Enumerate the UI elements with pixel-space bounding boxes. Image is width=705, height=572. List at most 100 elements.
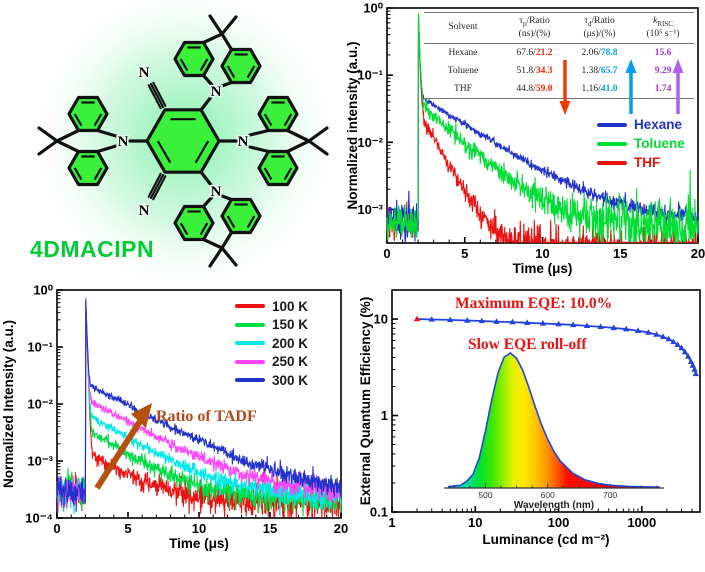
legend-item-300k: 300 K — [235, 371, 308, 390]
y-tick-label: 10⁰ — [363, 1, 383, 16]
x-axis-label: Time (μs) — [513, 261, 573, 276]
legend-label: 250 K — [272, 354, 309, 370]
eqe-marker — [645, 329, 652, 335]
benzene-ring — [145, 108, 221, 174]
x-axis-label: Time (μs) — [169, 536, 229, 551]
y-axis-label: Normalized Intensity (a.u.) — [1, 320, 16, 488]
table-cell-solvent: Toluene — [447, 65, 479, 76]
eqe-marker — [447, 316, 454, 323]
inset-tick-label: 500 — [478, 490, 492, 500]
y-tick-label: 10⁰ — [33, 283, 53, 298]
eqe-marker — [509, 318, 516, 325]
legend-label: Hexane — [634, 117, 683, 132]
eqe-marker — [692, 370, 699, 377]
eqe-marker — [413, 315, 421, 322]
x-tick-label: 10 — [468, 515, 482, 530]
molecule-panel: N N N N N N 4DMACIPN — [0, 0, 345, 296]
nitrogen-atom-label: N — [139, 203, 150, 219]
y-tick-label: 10⁻² — [27, 397, 53, 412]
table-cell-solvent: THF — [454, 83, 472, 94]
table-header-tau-p: τp/Ratio (ns)/(%) — [502, 13, 567, 44]
curve-250K — [56, 298, 342, 514]
table-cell-solvent: Hexane — [448, 47, 478, 58]
legend-label: THF — [634, 155, 661, 170]
solvent-decay-chart: 10⁰ 10⁻¹ 10⁻² 10⁻³ 0 5 10 15 20 Time (μs) Normaliz… — [345, 1, 705, 277]
legend-item-thf: THF — [597, 153, 685, 172]
y-axis-label: Normalized intensity (a.u.) — [345, 41, 360, 209]
table-header-tau-d: τd/Ratio (μs)/(%) — [567, 13, 632, 44]
tadf-ratio-annotation: Ratio of TADF — [156, 408, 257, 425]
y-tick-label: 10⁻¹ — [357, 68, 383, 83]
tadf-arrow-head-icon — [131, 403, 152, 428]
x-tick-label: 5 — [461, 246, 468, 261]
eqe-marker — [569, 321, 577, 328]
legend-item-150k: 150 K — [235, 316, 308, 335]
line-swatch-icon — [597, 141, 627, 146]
x-tick-label: 100 — [548, 515, 570, 530]
eqe-marker — [463, 317, 471, 323]
y-tick-label: 10⁻³ — [27, 454, 53, 469]
table-cell-krisc: 9.29 — [654, 65, 672, 76]
table-cell-krisc: 1.74 — [654, 83, 672, 94]
eqe-marker — [653, 331, 660, 337]
eqe-marker — [539, 320, 547, 326]
line-swatch-icon — [597, 160, 627, 165]
eqe-marker — [623, 325, 630, 332]
el-spectrum-area — [448, 353, 660, 488]
eqe-marker — [665, 335, 672, 342]
line-swatch-icon — [235, 322, 265, 327]
temperature-decay-chart: 10⁰ 10⁻¹ 10⁻² 10⁻³ 10⁻⁴0 5 10 15 20 Time (μs) Norm… — [1, 283, 348, 551]
nitrogen-atom-label: N — [211, 184, 222, 200]
eqe-marker — [523, 319, 531, 325]
solvent-parameter-table: Solvent τp/Ratio (ns)/(%) τd/Ratio (μs)/… — [424, 12, 694, 115]
solvent-legend: Hexane Toluene THF — [597, 115, 685, 172]
x-tick-label: 10 — [535, 246, 549, 261]
molecule-structure: N N N N N N — [27, 0, 343, 296]
legend-label: 150 K — [272, 317, 309, 333]
line-swatch-icon — [235, 304, 265, 309]
line-swatch-icon — [597, 122, 627, 127]
eqe-marker — [684, 353, 692, 359]
inset-tick-label: 700 — [603, 490, 617, 500]
table-header-krisc: kRISC (10⁵ s⁻¹) — [632, 13, 694, 44]
tadf-arrow-shaft — [94, 410, 149, 490]
nitrogen-atom-label: N — [211, 84, 222, 100]
table-cell-tau-p: 51.8/34.3 — [516, 65, 553, 76]
x-axis-label: Luminance (cd m⁻²) — [482, 532, 609, 547]
table-header-solvent: Solvent — [424, 13, 502, 44]
eqe-marker — [674, 341, 681, 348]
y-tick-label: 10⁻² — [357, 135, 383, 150]
y-tick-label: 10⁻¹ — [27, 340, 53, 355]
table-cell-tau-p: 44.8/59.0 — [516, 83, 553, 94]
temperature-legend: 100 K 150 K 200 K 250 K 300 K — [235, 297, 308, 390]
eqe-marker — [555, 320, 562, 327]
eqe-marker — [681, 348, 689, 355]
x-tick-label: 0 — [383, 246, 390, 261]
y-tick-label: 10⁻³ — [357, 202, 383, 217]
legend-label: 300 K — [272, 372, 309, 388]
legend-item-toluene: Toluene — [597, 134, 685, 153]
el-spectrum-outline — [447, 352, 661, 488]
x-tick-label: 1000 — [627, 515, 656, 530]
line-swatch-icon — [235, 341, 265, 346]
eqe-marker — [583, 322, 591, 329]
y-tick-label: 0.1 — [370, 505, 388, 520]
line-swatch-icon — [235, 359, 265, 364]
arrow-up-icon — [672, 59, 684, 114]
arrow-up-icon — [625, 59, 637, 114]
nitrogen-atom-label: N — [139, 65, 150, 81]
eqe-marker — [428, 316, 435, 322]
eqe-marker — [610, 324, 617, 331]
curve-300K — [56, 300, 342, 512]
legend-label: 100 K — [272, 298, 309, 314]
eqe-marker — [678, 344, 685, 351]
x-tick-label: 15 — [613, 246, 627, 261]
table-cell-tau-d: 1.38/65.7 — [581, 65, 618, 76]
y-tick-label: 1 — [381, 408, 388, 423]
line-swatch-icon — [235, 378, 265, 383]
x-tick-label: 5 — [124, 521, 131, 536]
eqe-marker — [597, 323, 604, 330]
nitrogen-atom-label: N — [118, 134, 129, 150]
